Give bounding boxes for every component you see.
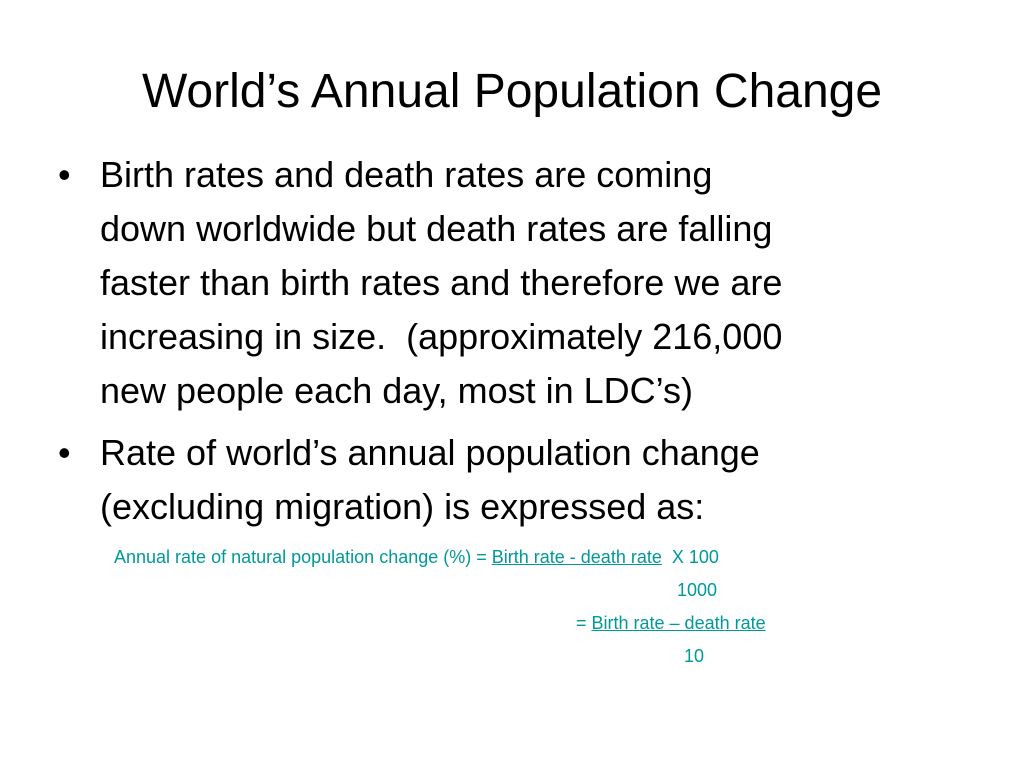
formula-line-1: Annual rate of natural population change… [114,546,719,568]
bullet-1-line-5: new people each day, most in LDC’s) [100,370,693,411]
bullet-1-line-2: down worldwide but death rates are falli… [100,208,773,249]
bullet-1-line-4: increasing in size. (approximately 216,0… [100,316,783,357]
formula-label: Annual rate of natural population change… [114,547,492,567]
formula-line-2: 1000 [677,579,717,601]
bullet-list: • Birth rates and death rates are coming… [58,148,988,534]
bullet-marker: • [58,432,71,473]
bullet-1-line-1: Birth rates and death rates are coming [100,154,713,195]
bullet-item-1: • Birth rates and death rates are coming… [58,148,988,418]
formula-multiplier: X 100 [661,547,719,567]
slide-title: World’s Annual Population Change [141,65,883,118]
formula-denominator-2: 10 [684,646,705,666]
formula-line-4: 10 [684,645,704,667]
formula-line-3: = Birth rate – death rate [576,612,766,634]
formula-equals: = [576,613,592,633]
bullet-item-2: • Rate of world’s annual population chan… [58,426,988,534]
bullet-2-line-2: (excluding migration) is expressed as: [100,486,705,527]
bullet-2-line-1: Rate of world’s annual population change [100,432,760,473]
formula-numerator-2: Birth rate – death rate [591,613,766,633]
bullet-1-line-3: faster than birth rates and therefore we… [100,262,783,303]
formula-denominator-1: 1000 [677,580,718,600]
formula-numerator-1: Birth rate - death rate [491,547,662,567]
bullet-marker: • [58,154,71,195]
